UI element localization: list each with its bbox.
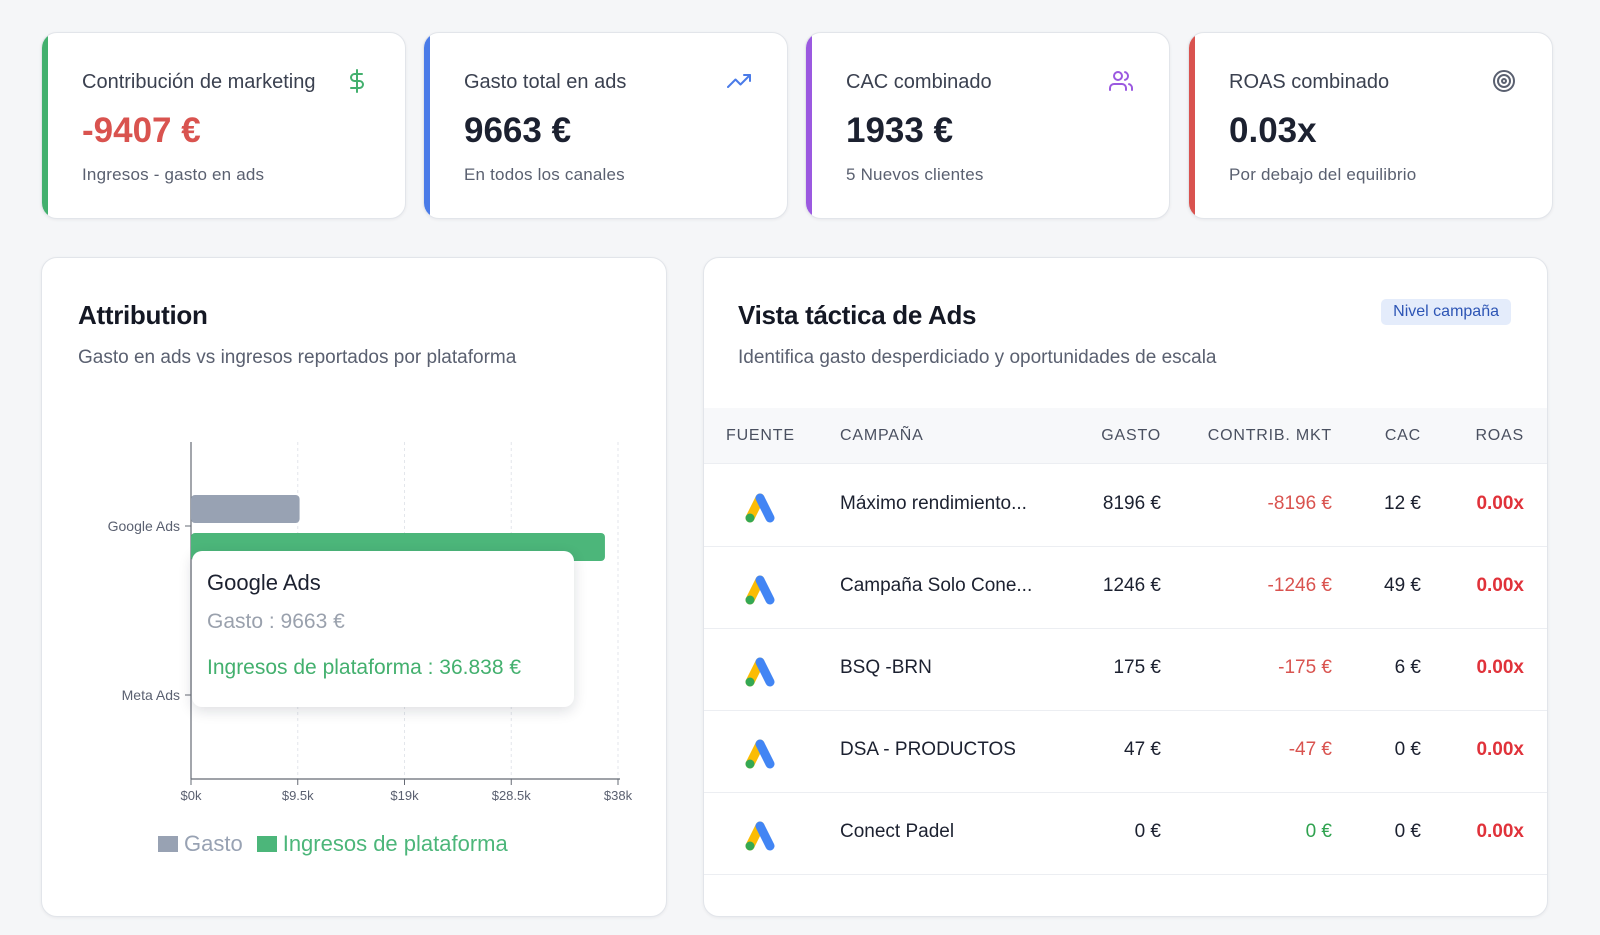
kpi-subtitle: Ingresos - gasto en ads — [82, 165, 265, 184]
spend-value: 175 € — [1113, 657, 1161, 678]
card-accent — [806, 33, 812, 218]
panel-description: Gasto en ads vs ingresos reportados por … — [78, 347, 517, 368]
trending-up-icon — [727, 74, 751, 88]
cac-value: 12 € — [1384, 493, 1421, 514]
kpi-title: ROAS combinado — [1229, 71, 1390, 93]
google-ads-icon — [745, 821, 775, 851]
contribution-value: -8196 € — [1267, 493, 1332, 514]
tooltip-title: Google Ads — [207, 570, 321, 595]
contribution-value: 0 € — [1305, 821, 1332, 842]
kpi-subtitle: Por debajo del equilibrio — [1229, 165, 1417, 184]
tooltip-spend: Gasto : 9663 € — [207, 610, 345, 633]
cac-value: 0 € — [1394, 821, 1421, 842]
kpi-value: 9663 € — [464, 111, 572, 150]
kpi-subtitle: 5 Nuevos clientes — [846, 165, 984, 184]
table-row[interactable]: Conect Padel 0 € 0 € 0 € 0.00x — [704, 792, 1547, 875]
spend-value: 47 € — [1124, 739, 1161, 760]
kpi-title: Gasto total en ads — [464, 71, 627, 93]
table-row[interactable]: DSA - PRODUCTOS 47 € -47 € 0 € 0.00x — [704, 710, 1547, 793]
google-ads-icon — [745, 493, 775, 523]
card-accent — [42, 33, 48, 218]
cac-value: 0 € — [1394, 739, 1421, 760]
kpi-card-blended-roas: ROAS combinado 0.03x Por debajo del equi… — [1188, 32, 1553, 219]
kpi-value: -9407 € — [82, 111, 201, 150]
column-header-source[interactable]: FUENTE — [726, 427, 795, 444]
campaign-name[interactable]: Máximo rendimiento... — [840, 493, 1027, 514]
legend-swatch — [256, 836, 277, 852]
roas-value: 0.00x — [1476, 493, 1524, 514]
kpi-card-total-ad-spend: Gasto total en ads 9663 € En todos los c… — [423, 32, 788, 219]
x-tick-label: $28.5k — [492, 788, 532, 803]
column-header-cac[interactable]: CAC — [1384, 427, 1421, 444]
kpi-card-marketing-contribution: Contribución de marketing -9407 € Ingres… — [41, 32, 406, 219]
campaign-name[interactable]: DSA - PRODUCTOS — [840, 739, 1016, 760]
kpi-value: 0.03x — [1229, 111, 1317, 150]
contribution-value: -47 € — [1288, 739, 1332, 760]
column-header-roas[interactable]: ROAS — [1475, 427, 1524, 444]
kpi-subtitle: En todos los canales — [464, 165, 625, 184]
ads-tactical-panel: Vista táctica de Ads Nivel campaña Ident… — [703, 257, 1548, 917]
cac-value: 49 € — [1384, 575, 1421, 596]
users-icon — [1109, 71, 1133, 91]
spend-value: 0 € — [1134, 821, 1161, 842]
x-tick-label: $0k — [181, 788, 202, 803]
panel-title: Vista táctica de Ads — [738, 300, 977, 330]
kpi-title: CAC combinado — [846, 71, 992, 93]
spend-value: 1246 € — [1102, 575, 1161, 596]
campaign-level-badge[interactable]: Nivel campaña — [1381, 299, 1511, 325]
roas-value: 0.00x — [1476, 739, 1524, 760]
column-header-spend[interactable]: GASTO — [1101, 427, 1161, 444]
table-row[interactable]: BSQ -BRN 175 € -175 € 6 € 0.00x — [704, 628, 1547, 711]
legend-label: Gasto — [184, 831, 243, 856]
kpi-card-blended-cac: CAC combinado 1933 € 5 Nuevos clientes — [805, 32, 1170, 219]
legend-swatch — [158, 836, 178, 852]
roas-value: 0.00x — [1476, 575, 1524, 596]
x-tick-label: $9.5k — [282, 788, 314, 803]
card-accent — [1189, 33, 1195, 218]
column-header-contribution[interactable]: CONTRIB. MKT — [1207, 427, 1332, 444]
roas-value: 0.00x — [1476, 821, 1524, 842]
category-label: Google Ads — [108, 518, 180, 534]
google-ads-icon — [745, 575, 775, 605]
dollar-icon — [350, 69, 364, 93]
legend-item-gasto[interactable]: Gasto — [158, 831, 243, 857]
x-tick-label: $19k — [390, 788, 419, 803]
bar-gasto-0 — [191, 495, 300, 523]
legend-item-ingresos[interactable]: Ingresos de plataforma — [256, 831, 508, 857]
contribution-value: -175 € — [1278, 657, 1332, 678]
chart-tooltip: Google Ads Gasto : 9663 € Ingresos de pl… — [192, 551, 574, 707]
campaign-name[interactable]: BSQ -BRN — [840, 657, 932, 678]
table-row[interactable]: Campaña Solo Cone... 1246 € -1246 € 49 € 0.0… — [704, 546, 1547, 629]
contribution-value: -1246 € — [1267, 575, 1332, 596]
attribution-panel: Attribution Gasto en ads vs ingresos rep… — [41, 257, 667, 917]
chart-legend: Gasto Ingresos de plataforma — [158, 831, 522, 857]
target-icon — [1493, 70, 1515, 92]
cac-value: 6 € — [1394, 657, 1421, 678]
panel-title: Attribution — [78, 300, 208, 330]
category-label: Meta Ads — [122, 687, 180, 703]
tooltip-platform-revenue: Ingresos de plataforma : 36.838 € — [207, 656, 522, 679]
google-ads-icon — [745, 739, 775, 769]
panel-description: Identifica gasto desperdiciado y oportun… — [738, 347, 1217, 368]
x-tick-label: $38k — [604, 788, 633, 803]
legend-label: Ingresos de plataforma — [282, 831, 508, 856]
table-row[interactable]: Máximo rendimiento... 8196 € -8196 € 12 € 0.… — [704, 464, 1547, 547]
table-header: FUENTE CAMPAÑA GASTO CONTRIB. MKT CAC RO… — [704, 408, 1547, 464]
campaign-name[interactable]: Conect Padel — [840, 821, 955, 842]
card-accent — [424, 33, 430, 218]
roas-value: 0.00x — [1476, 657, 1524, 678]
column-header-campaign[interactable]: CAMPAÑA — [840, 427, 924, 444]
kpi-value: 1933 € — [846, 111, 954, 150]
kpi-title: Contribución de marketing — [82, 71, 316, 93]
campaign-name[interactable]: Campaña Solo Cone... — [840, 575, 1033, 596]
spend-value: 8196 € — [1102, 493, 1161, 514]
google-ads-icon — [745, 657, 775, 687]
